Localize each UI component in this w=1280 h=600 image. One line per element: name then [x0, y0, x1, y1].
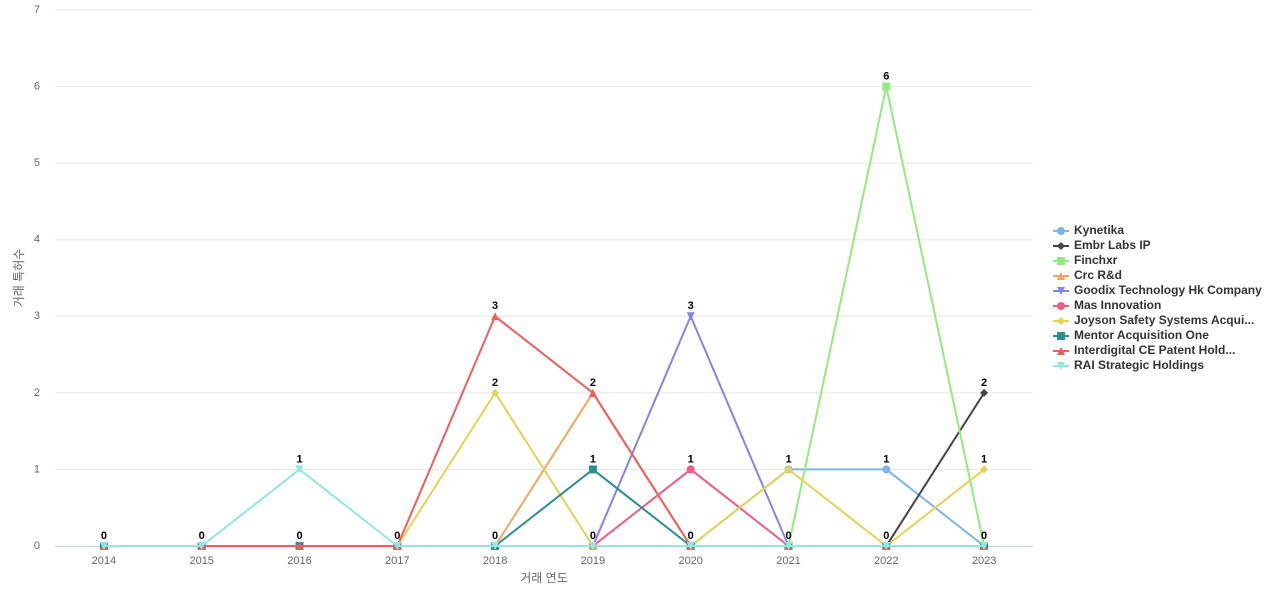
marker	[197, 542, 206, 550]
y-tick-label: 3	[34, 310, 40, 322]
series	[99, 465, 989, 550]
marker	[588, 542, 597, 550]
x-axis-title: 거래 연도	[520, 571, 568, 585]
marker	[980, 542, 989, 550]
marker	[1057, 272, 1065, 280]
series-line	[103, 313, 985, 547]
data-label: 0	[883, 530, 889, 542]
marker	[686, 312, 695, 321]
data-label: 1	[688, 453, 694, 465]
data-label: 0	[394, 530, 400, 542]
marker	[882, 465, 891, 474]
data-label: 2	[492, 377, 498, 389]
data-label: 0	[199, 530, 205, 542]
data-label: 0	[785, 530, 791, 542]
legend-label: Mas Innovation	[1074, 298, 1161, 312]
series-line	[103, 314, 985, 547]
legend-label: Joyson Safety Systems Acqui...	[1074, 313, 1254, 327]
marker	[393, 542, 402, 550]
series	[99, 465, 989, 550]
marker	[295, 465, 304, 474]
series	[99, 312, 989, 550]
legend-label: Mentor Acquisition One	[1074, 328, 1209, 342]
y-axis-title: 거래 특허수	[12, 249, 26, 308]
x-tick-label: 2021	[776, 555, 800, 567]
y-tick-label: 4	[34, 234, 40, 246]
legend-label: Kynetika	[1074, 223, 1124, 237]
legend-label: Embr Labs IP	[1074, 238, 1151, 252]
y-tick-label: 6	[34, 80, 40, 92]
y-tick-label: 2	[34, 387, 40, 399]
data-label: 0	[492, 530, 498, 542]
data-label: 1	[590, 453, 596, 465]
data-label: 6	[883, 70, 889, 82]
x-tick-label: 2016	[287, 555, 311, 567]
marker	[1057, 347, 1065, 355]
series-line	[103, 468, 985, 547]
marker	[980, 465, 989, 474]
marker	[980, 388, 989, 397]
marker	[1057, 227, 1065, 235]
data-label: 1	[883, 453, 889, 465]
data-label: 0	[101, 530, 107, 542]
marker	[882, 542, 891, 550]
marker	[588, 388, 597, 397]
data-label: 0	[296, 530, 302, 542]
series	[99, 312, 989, 550]
legend-label: Crc R&d	[1074, 268, 1122, 282]
marker	[295, 542, 304, 550]
data-label: 3	[688, 300, 694, 312]
marker	[1057, 257, 1065, 265]
marker	[882, 82, 891, 91]
x-tick-label: 2018	[483, 555, 507, 567]
legend-label: Goodix Technology Hk Company	[1074, 283, 1262, 297]
x-tick-label: 2019	[581, 555, 605, 567]
data-label: 1	[296, 453, 302, 465]
x-tick-label: 2015	[189, 555, 213, 567]
data-label: 1	[785, 453, 791, 465]
marker	[784, 465, 793, 474]
y-tick-label: 0	[34, 540, 40, 552]
marker	[1057, 317, 1065, 325]
legend-label: RAI Strategic Holdings	[1074, 358, 1204, 372]
marker	[1057, 302, 1065, 310]
legend-label: Interdigital CE Patent Hold...	[1074, 343, 1235, 357]
marker	[491, 388, 500, 397]
marker	[99, 542, 108, 550]
data-label: 0	[981, 530, 987, 542]
marker	[491, 542, 500, 550]
y-tick-label: 7	[34, 4, 40, 16]
x-tick-label: 2020	[678, 555, 702, 567]
data-label: 0	[590, 530, 596, 542]
x-tick-label: 2017	[385, 555, 409, 567]
marker	[1057, 242, 1065, 250]
x-tick-label: 2022	[874, 555, 898, 567]
marker	[491, 312, 500, 321]
legend-label: Finchxr	[1074, 253, 1118, 267]
data-label: 3	[492, 300, 498, 312]
x-tick-label: 2014	[92, 555, 116, 567]
data-label: 2	[981, 377, 987, 389]
y-tick-label: 1	[34, 463, 40, 475]
data-label: 2	[590, 377, 596, 389]
x-tick-label: 2023	[972, 555, 996, 567]
marker	[1057, 362, 1065, 370]
data-label: 0	[688, 530, 694, 542]
marker	[1057, 287, 1065, 295]
y-tick-label: 5	[34, 157, 40, 169]
marker	[784, 542, 793, 550]
data-label: 1	[981, 453, 987, 465]
marker	[686, 542, 695, 550]
marker	[588, 465, 597, 474]
marker	[686, 465, 695, 474]
series-line	[103, 468, 985, 547]
marker	[1057, 332, 1065, 340]
